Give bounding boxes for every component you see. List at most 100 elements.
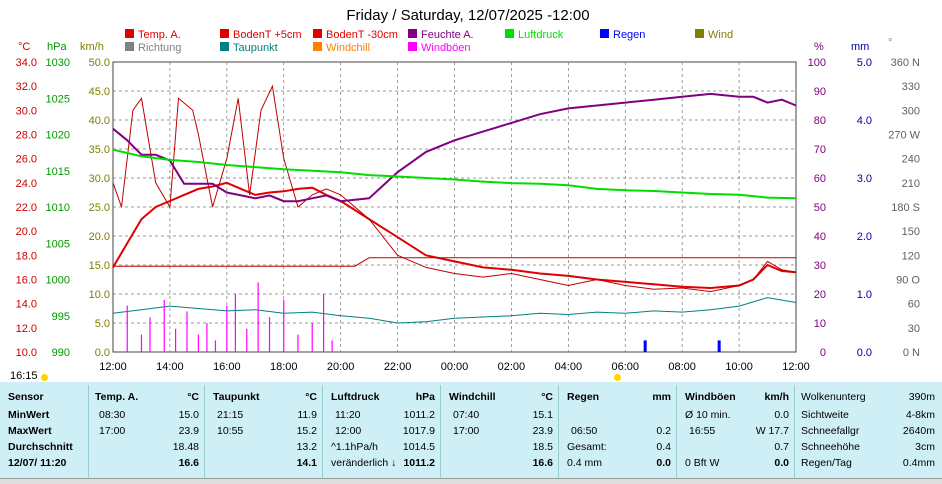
y-tick-kmh: 20.0 [89, 231, 110, 243]
y-tick-hpa: 1015 [46, 166, 70, 178]
y-tick-percent: 20 [814, 289, 826, 301]
y-tick-percent: 70 [814, 144, 826, 156]
status-bar [0, 478, 942, 484]
cell-label: 0 Bft W [685, 457, 720, 469]
legend-swatch [505, 29, 514, 38]
cell-label: Schneefallgr [801, 425, 860, 437]
cell-tendency: veränderlich ↓ [331, 457, 397, 469]
windboeen-unit: km/h [764, 391, 789, 403]
cell-label: Regen/Tag [801, 457, 852, 469]
windchill-header: Windchill [449, 391, 496, 403]
taupunkt-column: Taupunkt °C 21:15 11.9 10:55 15.2 13.2 14.1 [204, 385, 323, 478]
windchill-unit: °C [541, 391, 553, 403]
y-tick-direction: 270 W [888, 130, 920, 142]
x-tick-label: 14:00 [156, 361, 184, 373]
y-tick-hpa: 1005 [46, 238, 70, 250]
cell-label: Schneehöhe [801, 441, 860, 453]
y-tick-direction: 30 [908, 323, 920, 335]
legend-swatch [220, 29, 229, 38]
cell-value: 1014.5 [402, 441, 435, 453]
y-tick-hpa: 995 [52, 311, 70, 323]
y-tick-mm: 3.0 [857, 173, 872, 185]
y-tick-kmh: 10.0 [89, 289, 110, 301]
y-tick-direction: 0 N [903, 347, 920, 359]
extra-column: Wolkenunterg 390m Sichtweite 4-8km Schneef… [794, 385, 941, 478]
x-tick-label: 12:00 [782, 361, 810, 373]
cell-value: 18.48 [172, 441, 199, 453]
row-label: Durchschnitt [8, 441, 73, 453]
sun-icon [41, 374, 48, 381]
legend-swatch [313, 42, 322, 51]
legend-swatch [313, 29, 322, 38]
legend-label: Taupunkt [233, 42, 278, 54]
cell-value: 15.2 [296, 425, 317, 437]
cell-value: 0.7 [774, 441, 789, 453]
cell-value: 1011.2 [403, 409, 435, 421]
y-tick-direction: 60 [908, 299, 920, 311]
cell-time: 12:00 [335, 425, 362, 437]
y-tick-percent: 30 [814, 260, 826, 272]
legend-label: Temp. A. [138, 29, 181, 41]
cell-time: 11:20 [335, 409, 361, 421]
y-tick-celsius: 12.0 [16, 323, 37, 335]
y-tick-celsius: 30.0 [16, 105, 37, 117]
cell-time: 07:40 [453, 409, 480, 421]
cell-value: 15.1 [532, 409, 553, 421]
y-tick-celsius: 24.0 [16, 178, 37, 190]
row-label: MaxWert [8, 425, 52, 437]
y-tick-hpa: 990 [52, 347, 70, 359]
sensor-header: Sensor [8, 391, 44, 403]
y-tick-direction: 330 [902, 81, 920, 93]
cell-trend: ^1.1hPa/h [331, 441, 378, 453]
axis-header-percent: % [814, 41, 824, 53]
y-tick-direction: 300 [902, 105, 920, 117]
axis-headers: °C hPa km/h% mm ° [18, 37, 892, 53]
luftdruck-unit: hPa [415, 391, 435, 403]
cell-value: 15.0 [178, 409, 199, 421]
windchill-column: Windchill °C 07:40 15.1 17:00 23.9 18.5 16.… [440, 385, 559, 478]
axis-header-hpa: hPa [47, 41, 67, 53]
cell-value: 3cm [915, 441, 935, 453]
y-tick-hpa: 1010 [46, 202, 70, 214]
windboeen-header: Windböen [685, 391, 736, 403]
cell-value: 14.1 [296, 457, 317, 469]
y-tick-mm: 0.0 [857, 347, 872, 359]
y-tick-percent: 50 [814, 202, 826, 214]
legend-label: Wind [708, 29, 733, 41]
legend-label: BodenT +5cm [233, 29, 302, 41]
temp-unit: °C [187, 391, 199, 403]
luftdruck-column: Luftdruck hPa 11:20 1011.2 12:00 1017.9 ^1.… [322, 385, 441, 478]
regen-unit: mm [652, 391, 671, 403]
axis-ticks: 12:00 14:00 16:00 18:00 20:00 22:00 00:00 02:00… [16, 57, 921, 373]
y-tick-kmh: 35.0 [89, 144, 110, 156]
y-tick-celsius: 26.0 [16, 154, 37, 166]
y-tick-mm: 1.0 [857, 289, 872, 301]
x-tick-label: 00:00 [441, 361, 469, 373]
temp-column: Temp. A. °C 08:30 15.0 17:00 23.9 18.48 16.… [88, 385, 205, 478]
cell-value: 11.9 [297, 409, 317, 421]
axis-header-mm: mm [851, 41, 869, 53]
statistics-table: Sensor MinWert MaxWert Durchschnitt 12/0… [0, 382, 942, 478]
x-tick-label: 06:00 [611, 361, 639, 373]
plot-area [112, 61, 797, 353]
legend-label: Windböen [421, 42, 471, 54]
y-tick-direction: 150 [902, 226, 920, 238]
time-footer: 16:15 [10, 370, 38, 382]
legend-swatch [695, 29, 704, 38]
legend-swatch [408, 42, 417, 51]
cell-value: 390m [908, 391, 935, 403]
y-tick-celsius: 18.0 [16, 250, 37, 262]
x-tick-label: 12:00 [99, 361, 127, 373]
y-tick-percent: 10 [814, 318, 826, 330]
y-tick-direction: 210 [902, 178, 920, 190]
axis-header-kmh: km/h [80, 41, 104, 53]
cell-time: 21:15 [217, 409, 244, 421]
legend-label: Regen [613, 29, 645, 41]
y-tick-percent: 100 [808, 57, 826, 69]
cell-value: 16.6 [178, 457, 199, 469]
series-bodent-5cm [112, 84, 797, 293]
y-tick-percent: 60 [814, 173, 826, 185]
sensor-column: Sensor MinWert MaxWert Durchschnitt 12/0… [2, 385, 88, 478]
legend: Temp. A. BodenT +5cm BodenT -30cm Feuchte A… [125, 29, 733, 54]
x-tick-label: 16:00 [213, 361, 241, 373]
